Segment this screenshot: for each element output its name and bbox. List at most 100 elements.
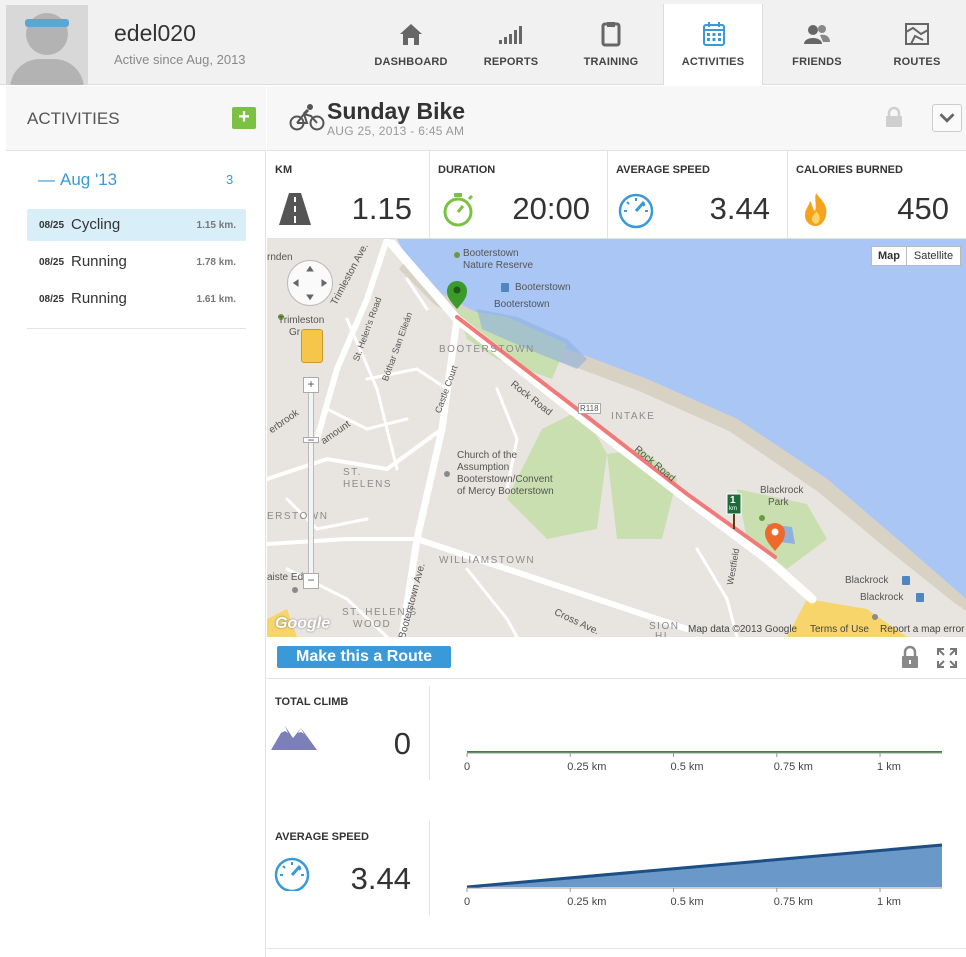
- add-activity-button[interactable]: +: [232, 107, 256, 129]
- road-icon: [279, 193, 311, 225]
- avatar[interactable]: [6, 5, 88, 85]
- metric-label: TOTAL CLIMB: [275, 696, 349, 708]
- average-speed-chart: 0 0.25 km 0.5 km 0.75 km 1 km: [464, 843, 943, 908]
- map-label: aiste Ed: [267, 572, 304, 583]
- map-label: of Mercy Booterstown: [457, 486, 554, 497]
- map-label: Gr: [289, 327, 301, 338]
- x-tick-label: 0.5 km: [671, 761, 704, 773]
- metric-total-climb: TOTAL CLIMB 0 0 0.25 km 0.5 km 0.75 km 1 km: [267, 680, 966, 800]
- activity-distance: 1.78 km.: [196, 257, 236, 268]
- activity-list-item[interactable]: 08/25 Running 1.78 km.: [27, 246, 246, 278]
- fullscreen-icon[interactable]: [936, 647, 958, 669]
- stat-label: CALORIES BURNED: [796, 164, 903, 176]
- tab-routes[interactable]: ROUTES: [867, 4, 966, 84]
- stopwatch-icon: [443, 193, 474, 227]
- clipboard-icon: [601, 22, 621, 47]
- map-label: R118: [578, 403, 601, 414]
- zoom-slider-handle[interactable]: −: [303, 434, 319, 446]
- divider: [267, 948, 966, 949]
- x-tick-label: 0.25 km: [567, 896, 606, 908]
- month-label[interactable]: Aug '13: [60, 170, 118, 189]
- map-label: SION: [649, 621, 680, 632]
- bike-icon: [289, 104, 325, 131]
- sidebar: ACTIVITIES + — Aug '13 3 08/25 Cycling 1…: [6, 86, 266, 957]
- x-tick-label: 0.75 km: [774, 896, 813, 908]
- map-type-map-button[interactable]: Map: [871, 246, 907, 266]
- avatar-headband: [25, 19, 69, 27]
- speedometer-icon: [618, 193, 654, 229]
- activity-name: Cycling: [71, 216, 121, 233]
- tab-reports[interactable]: REPORTS: [461, 4, 561, 84]
- tab-training[interactable]: TRAINING: [561, 4, 661, 84]
- map-label: Assumption: [457, 462, 510, 473]
- tab-friends[interactable]: FRIENDS: [767, 4, 867, 84]
- activity-name: Running: [71, 290, 127, 307]
- stat-average-speed: AVERAGE SPEED 3.44: [608, 151, 788, 239]
- username[interactable]: edel020: [114, 20, 196, 46]
- activity-title: Sunday Bike: [327, 98, 466, 124]
- map-report-error-link[interactable]: Report a map error: [880, 624, 965, 635]
- metric-value: 3.44: [350, 861, 411, 896]
- pan-arrows-icon: [292, 265, 328, 301]
- chart-series-line: [466, 843, 943, 889]
- month-count: 3: [226, 172, 234, 187]
- map-label: HELENS: [343, 479, 393, 490]
- map-label: Park: [768, 497, 789, 508]
- tab-label: TRAINING: [583, 56, 639, 68]
- stat-label: AVERAGE SPEED: [616, 164, 710, 176]
- stat-label: DURATION: [438, 164, 496, 176]
- activity-name: Running: [71, 253, 127, 270]
- total-climb-chart: 0 0.25 km 0.5 km 0.75 km 1 km: [464, 751, 942, 773]
- stat-duration: DURATION 20:00: [430, 151, 608, 239]
- active-since: Active since Aug, 2013: [114, 52, 246, 67]
- map-label: Booterstown: [515, 282, 571, 293]
- map-label: Blackrock: [845, 575, 889, 586]
- activity-distance: 1.61 km.: [196, 294, 236, 305]
- stats-row: KM 1.15 DURATION 20:00 AVERAGE SPEED: [267, 151, 966, 239]
- zoom-out-button[interactable]: −: [303, 573, 319, 589]
- map-label: INTAKE: [611, 411, 656, 422]
- map-pan-control[interactable]: [287, 260, 333, 306]
- lock-icon[interactable]: [884, 106, 904, 128]
- map-label: ERSTOWN: [267, 511, 329, 522]
- stat-calories: CALORIES BURNED 450: [788, 151, 966, 239]
- x-tick-label: 1 km: [877, 896, 901, 908]
- street-view-pegman[interactable]: [301, 329, 323, 363]
- x-tick-label: 1 km: [877, 761, 901, 773]
- activity-list-item[interactable]: 08/25 Cycling 1.15 km.: [27, 209, 246, 241]
- map-label: Church of the: [457, 450, 518, 461]
- km-marker-unit: km: [729, 506, 737, 512]
- lock-icon[interactable]: [900, 645, 920, 669]
- activity-datetime: AUG 25, 2013 - 6:45 AM: [327, 124, 465, 138]
- activity-date: 08/25: [39, 220, 65, 231]
- activity-distance: 1.15 km.: [196, 220, 236, 231]
- x-tick-label: 0.5 km: [671, 896, 704, 908]
- sidebar-header: ACTIVITIES +: [6, 86, 266, 151]
- tab-label: REPORTS: [483, 56, 539, 68]
- route-map[interactable]: Booterstown Nature Reserve Booterstown B…: [267, 239, 966, 637]
- map-label: WOOD: [353, 619, 392, 630]
- zoom-in-button[interactable]: +: [303, 377, 319, 393]
- activity-header: Sunday Bike AUG 25, 2013 - 6:45 AM: [267, 86, 966, 151]
- activity-list-item[interactable]: 08/25 Running 1.61 km.: [27, 283, 246, 315]
- speedometer-icon: [274, 857, 310, 891]
- tab-label: ACTIVITIES: [681, 56, 745, 68]
- stat-value: 1.15: [351, 191, 412, 226]
- map-terms-link[interactable]: Terms of Use: [810, 624, 869, 635]
- tab-label: FRIENDS: [792, 56, 842, 68]
- map-label: Blackrock: [860, 592, 904, 603]
- map-type-satellite-button[interactable]: Satellite: [906, 246, 961, 266]
- map-label: BOOTERSTOWN: [439, 344, 535, 355]
- month-group-header[interactable]: — Aug '13 3: [38, 170, 238, 192]
- map-label: rnden: [267, 252, 293, 263]
- top-header: edel020 Active since Aug, 2013 DASHBOARD…: [0, 0, 966, 85]
- tab-activities[interactable]: ACTIVITIES: [663, 4, 763, 85]
- avatar-body: [10, 59, 84, 85]
- calendar-icon: [703, 22, 725, 46]
- activity-options-button[interactable]: [932, 104, 962, 132]
- collapse-icon[interactable]: —: [38, 170, 55, 189]
- zoom-slider-track[interactable]: [308, 379, 314, 584]
- activity-date: 08/25: [39, 257, 65, 268]
- make-route-button[interactable]: Make this a Route: [277, 646, 451, 668]
- tab-dashboard[interactable]: DASHBOARD: [361, 4, 461, 84]
